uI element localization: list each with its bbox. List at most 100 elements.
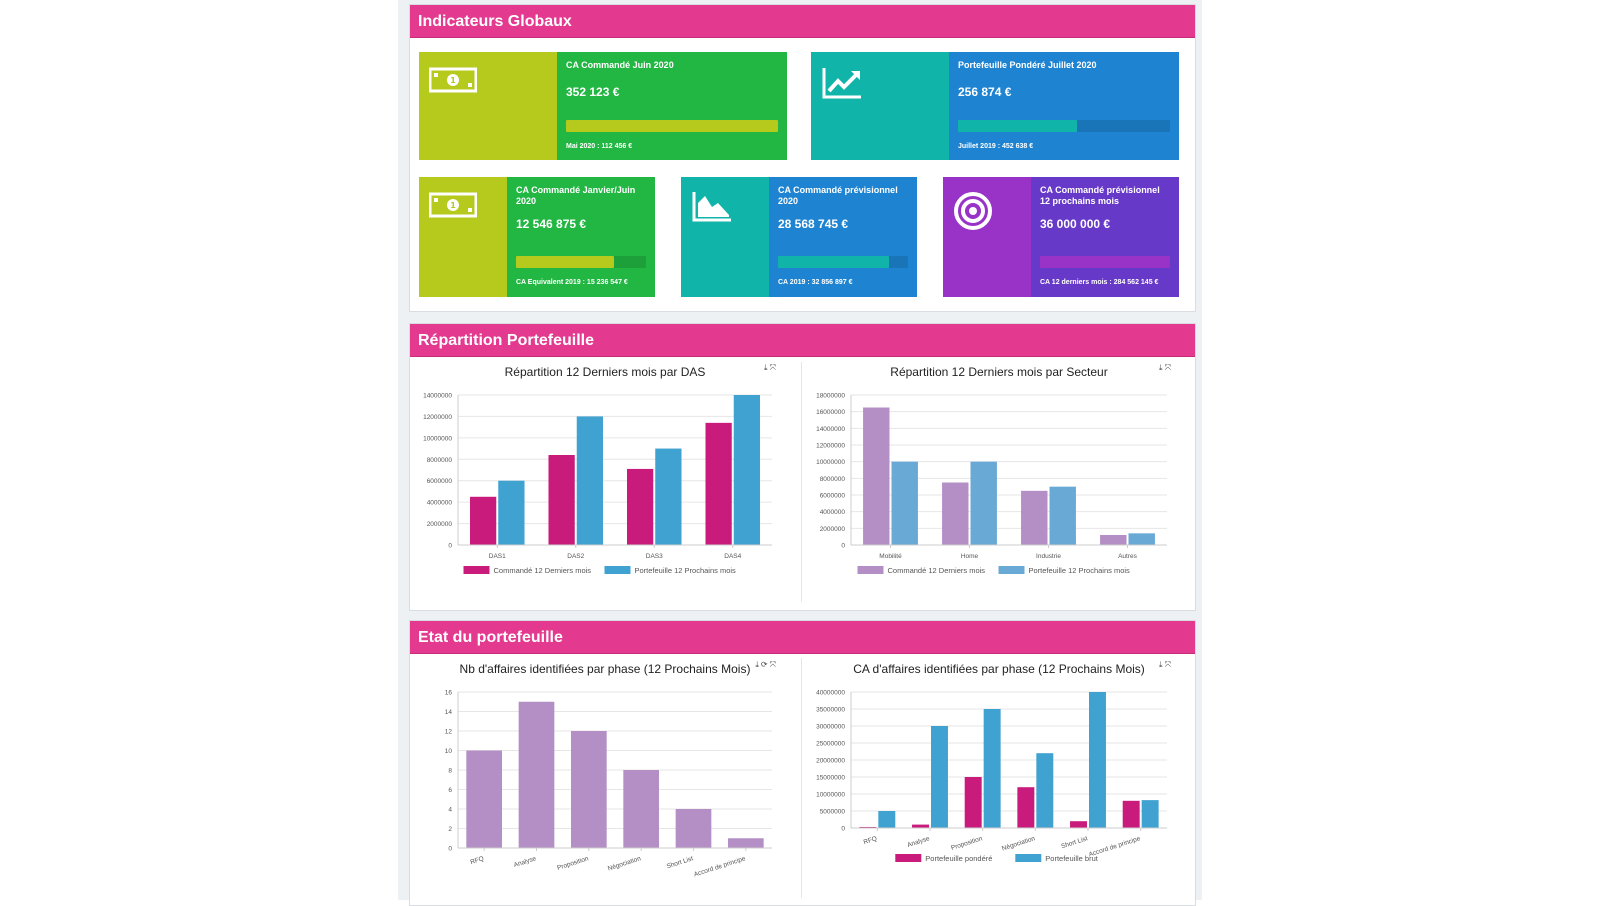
bar[interactable] [466,750,503,849]
bar[interactable] [498,480,525,545]
chart-title: Répartition 12 Derniers mois par DAS [504,365,706,379]
kpi-card-ca-previsionnel-2020[interactable]: CA Commandé prévisionnel 2020 28 568 745… [681,177,917,297]
bar[interactable] [675,809,712,848]
bar[interactable] [548,455,575,545]
kpi-card-portefeuille-juillet[interactable]: Portefeuille Pondéré Juillet 2020 256 87… [811,52,1179,160]
svg-text:1: 1 [450,76,456,85]
bar[interactable] [1017,787,1035,828]
download-icon[interactable]: ⤓ [755,660,761,669]
legend-swatch[interactable] [857,566,884,574]
bar[interactable] [626,468,654,545]
bar[interactable] [1049,486,1076,545]
kpi-card-ca-juin[interactable]: 1 CA Commandé Juin 2020 352 123 € Mai 20… [419,52,787,160]
bar[interactable] [623,770,660,848]
y-tick-label: 12 [445,729,453,736]
bar[interactable] [705,422,732,545]
bar[interactable] [1128,533,1155,545]
legend-swatch[interactable] [1015,854,1042,862]
y-tick-label: 4000000 [820,509,846,516]
x-tick-label: Analyse [906,835,931,849]
bar[interactable] [1122,800,1140,828]
bar[interactable] [878,811,896,828]
trending-up-icon [822,68,861,99]
y-tick-label: 18000000 [816,393,845,400]
y-tick-label: 35000000 [816,707,845,714]
y-tick-label: 12000000 [816,443,845,450]
download-icon[interactable]: ⤓ [1159,363,1165,372]
bar[interactable] [733,395,761,545]
kpi-progress-fill [778,256,889,268]
bar[interactable] [570,731,607,848]
bar[interactable] [970,461,997,545]
bar[interactable] [1036,753,1054,828]
bar[interactable] [1100,535,1127,545]
kpi-progress-bar [566,120,778,132]
kpi-title: Portefeuille Pondéré Juillet 2020 [958,60,1097,70]
bar[interactable] [576,416,604,545]
expand-icon[interactable]: ⤧ [769,363,778,372]
expand-icon[interactable]: ⤧ [1164,363,1173,372]
x-tick-label: Négociation [607,855,642,872]
bar[interactable] [942,482,969,546]
refresh-icon[interactable]: ⟳ [760,660,770,669]
legend-label[interactable]: Commandé 12 Derniers mois [494,566,592,575]
expand-icon[interactable]: ⤧ [1164,660,1173,669]
y-tick-label: 40000000 [816,690,845,697]
legend-swatch[interactable] [998,566,1025,574]
bar[interactable] [863,407,890,546]
section-title-repartition: Répartition Portefeuille [410,324,1195,357]
bar[interactable] [518,701,555,848]
y-tick-label: 0 [448,543,452,550]
bar[interactable] [964,777,982,828]
kpi-progress-bar [516,256,646,268]
download-icon[interactable]: ⤓ [764,363,770,372]
y-tick-label: 5000000 [820,809,846,816]
bar[interactable] [931,726,948,828]
bar[interactable] [469,496,497,545]
legend-swatch[interactable] [604,566,631,574]
kpi-card-ca-12-prochains-mois[interactable]: CA Commandé prévisionnel 12 prochains mo… [943,177,1179,297]
x-tick-label: Analyse [513,855,538,869]
kpi-value: 28 568 745 € [778,217,849,231]
kpi-card-ca-janvier-juin[interactable]: 1 CA Commandé Janvier/Juin 2020 12 546 8… [419,177,655,297]
y-tick-label: 10000000 [423,435,452,442]
bar[interactable] [655,448,682,545]
bar[interactable] [727,838,764,848]
chart-svg: 0 2 4 6 8 10 12 14 16 RFQ Analyse Proposition Négoci… [445,690,772,879]
bar[interactable] [912,824,929,828]
legend-label[interactable]: Portefeuille pondéré [925,854,992,863]
legend-label[interactable]: Portefeuille brut [1045,854,1098,863]
chart-divider [801,362,802,602]
bar[interactable] [1070,821,1087,828]
kpi-value: 36 000 000 € [1040,217,1111,231]
chart-tools[interactable]: ⤓⟳⤧ [755,660,778,670]
money-icon: 1 [429,67,477,93]
legend-swatch[interactable] [463,566,490,574]
x-tick-label: RFQ [863,835,878,846]
legend-label[interactable]: Portefeuille 12 Prochains mois [635,566,737,575]
y-tick-label: 8000000 [820,476,846,483]
legend-label[interactable]: Portefeuille 12 Prochains mois [1029,566,1131,575]
y-tick-label: 16 [445,690,453,697]
y-tick-label: 0 [841,543,845,550]
target-icon [954,192,992,230]
y-tick-label: 6000000 [820,493,846,500]
bar[interactable] [1141,800,1159,828]
x-tick-label: Home [961,553,979,560]
legend-label[interactable]: Commandé 12 Derniers mois [888,566,986,575]
chart-tools[interactable]: ⤓⤧ [764,363,778,373]
bar[interactable] [1089,692,1106,828]
expand-icon[interactable]: ⤧ [769,660,778,669]
bar[interactable] [983,709,1001,828]
download-icon[interactable]: ⤓ [1159,660,1165,669]
x-tick-label: Short List [666,855,694,870]
y-tick-label: 8 [448,768,452,775]
bar[interactable] [859,826,877,828]
chart-ca-affaires: CA d'affaires identifiées par phase (12 … [803,654,1195,900]
chart-tools[interactable]: ⤓⤧ [1159,660,1173,670]
legend-swatch[interactable] [895,854,922,862]
bar[interactable] [891,461,918,545]
bar[interactable] [1021,490,1048,545]
chart-tools[interactable]: ⤓⤧ [1159,363,1173,373]
svg-text:1: 1 [450,201,456,210]
